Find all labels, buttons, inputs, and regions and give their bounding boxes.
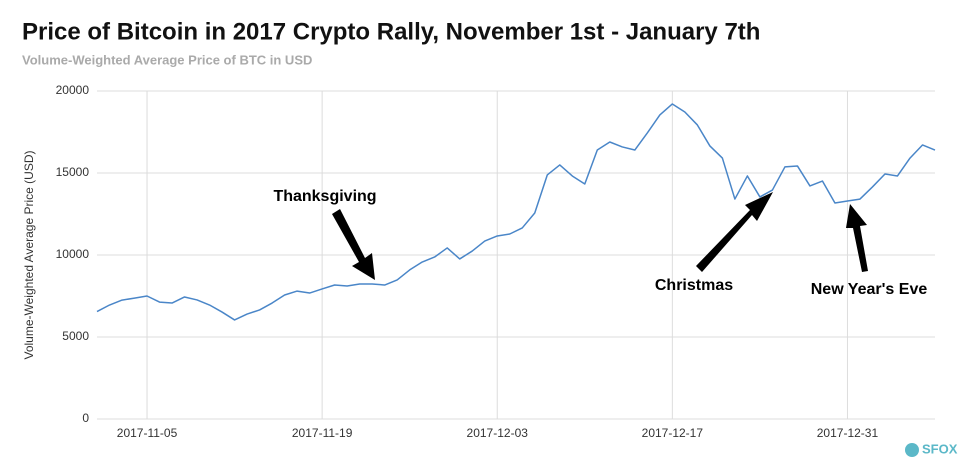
y-tick-label: 0 (82, 411, 89, 425)
annotation: Thanksgiving (273, 188, 376, 205)
arrow (332, 209, 375, 280)
y-tick-label: 20000 (56, 83, 90, 97)
x-tick-label: 2017-11-19 (292, 426, 353, 440)
price-line (96, 103, 936, 321)
y-tick-label: 15000 (56, 165, 90, 179)
logo-icon (905, 443, 919, 457)
chart-title: Price of Bitcoin in 2017 Crypto Rally, N… (22, 18, 760, 45)
y-tick-label: 10000 (56, 247, 90, 261)
logo: SFOX (922, 441, 958, 456)
arrow (696, 192, 773, 272)
x-tick-label: 2017-11-05 (117, 426, 178, 440)
y-axis-label: Volume-Weighted Average Price (USD) (22, 151, 36, 360)
chart-subtitle: Volume-Weighted Average Price of BTC in … (22, 52, 312, 67)
y-tick-label: 5000 (62, 329, 89, 343)
x-tick-label: 2017-12-31 (817, 426, 879, 440)
annotation: Christmas (655, 277, 733, 294)
arrow (846, 204, 868, 272)
annotation: New Year's Eve (811, 281, 928, 298)
x-tick-label: 2017-12-17 (642, 426, 704, 440)
x-tick-label: 2017-12-03 (467, 426, 529, 440)
